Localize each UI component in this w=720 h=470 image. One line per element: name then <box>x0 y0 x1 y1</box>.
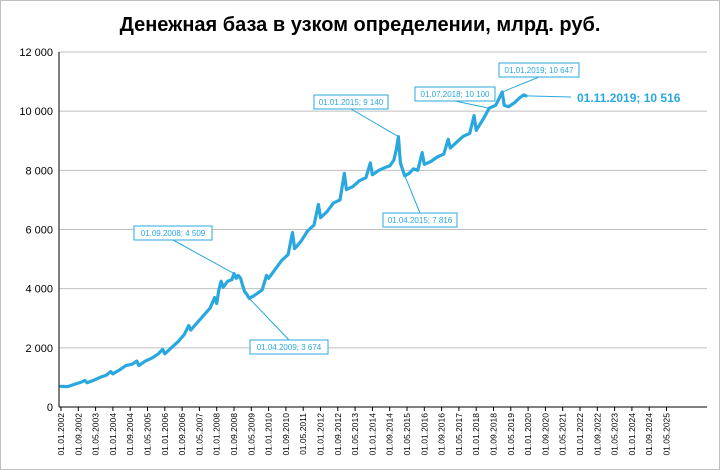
callout-label: 01.01.2015; 9 140 <box>319 98 384 107</box>
x-tick-label: 01.01.2020 <box>523 413 533 456</box>
callout: 01.11.2019; 10 516 <box>526 91 681 105</box>
callout-label: 01.01.2019; 10 647 <box>505 66 575 75</box>
x-tick-label: 01.01.2012 <box>316 413 326 456</box>
callout-box <box>249 339 329 355</box>
x-tick-label: 01.09.2008 <box>229 413 239 456</box>
annotation-layer: 01.09.2008; 4 509 01.04.2009; 3 674 01.01.… <box>133 62 681 355</box>
callout: 01.04.2009; 3 674 <box>248 297 329 355</box>
x-tick-label: 01.05.2011 <box>298 413 308 455</box>
x-tick-label: 01.05.2005 <box>143 413 153 456</box>
callout-label: 01.04.2015; 7 816 <box>388 216 453 225</box>
x-tick-label: 01.09.2022 <box>592 413 602 456</box>
x-tick-label: 01.01.2014 <box>367 413 377 456</box>
callout-label: 01.04.2009; 3 674 <box>257 343 322 352</box>
x-tick-label: 01.01.2010 <box>264 413 274 456</box>
x-tick-label: 01.09.2018 <box>489 413 499 456</box>
callout-box <box>313 94 389 110</box>
x-tick-label: 01.09.2012 <box>333 413 343 456</box>
x-tick-label: 01.01.2018 <box>471 413 481 456</box>
y-tick-label: 8 000 <box>25 165 53 177</box>
callout-leader <box>350 108 399 138</box>
callout-label: 01.11.2019; 10 516 <box>577 91 681 105</box>
x-tick-label: 01.05.2017 <box>454 413 464 456</box>
callout: 01.01.2015; 9 140 <box>313 94 399 138</box>
axis-layer: 0 2 000 4 000 6 000 8 000 10 000 12 000 01.01.2… <box>19 47 707 456</box>
callout-box <box>498 62 580 78</box>
callout-leader <box>404 175 421 214</box>
callout-label: 01.09.2008; 4 509 <box>141 229 206 238</box>
y-tick-label: 0 <box>47 402 53 414</box>
x-tick-label: 01.05.2009 <box>246 413 256 456</box>
callout-box <box>133 225 213 241</box>
x-tick-label: 01.09.2014 <box>385 413 395 456</box>
x-tick-label: 01.09.2004 <box>125 413 135 456</box>
callout-leader <box>501 76 540 93</box>
y-tick-label: 4 000 <box>25 284 53 296</box>
x-tick-label: 01.05.2019 <box>506 413 516 456</box>
series-layer <box>59 90 528 389</box>
callout-leader <box>248 297 290 341</box>
chart-title: Денежная база в узком определении, млрд.… <box>120 14 601 36</box>
x-tick-label: 01.01.2024 <box>627 413 637 456</box>
x-tick-label: 01.05.2025 <box>662 413 672 456</box>
callout: 01.07.2018; 10 100 <box>414 86 496 109</box>
callout-box <box>382 212 458 228</box>
callout: 01.04.2015; 7 816 <box>382 175 458 228</box>
x-tick-label: 01.09.2024 <box>644 413 654 456</box>
y-tick-label: 12 000 <box>19 47 53 59</box>
x-tick-label: 01.05.2021 <box>558 413 568 456</box>
x-tick-label: 01.01.2004 <box>108 413 118 456</box>
y-tick-label: 2 000 <box>25 343 53 355</box>
callout: 01.01.2019; 10 647 <box>498 62 580 93</box>
x-tick-label: 01.05.2023 <box>610 413 620 456</box>
callout-leader <box>172 239 235 275</box>
y-tick-label: 10 000 <box>19 106 53 118</box>
x-tick-label: 01.05.2015 <box>402 413 412 456</box>
x-tick-label: 01.09.2006 <box>177 413 187 456</box>
x-tick-label: 01.01.2016 <box>419 413 429 456</box>
callout-leader <box>454 100 490 109</box>
x-tick-label: 01.01.2002 <box>56 413 66 456</box>
callout: 01.09.2008; 4 509 <box>133 225 235 275</box>
x-tick-label: 01.09.2010 <box>281 413 291 456</box>
callout-label: 01.07.2018; 10 100 <box>421 90 491 99</box>
x-tick-label: 01.05.2003 <box>91 413 101 456</box>
x-tick-label: 01.09.2002 <box>73 413 83 456</box>
x-tick-label: 01.01.2006 <box>160 413 170 456</box>
x-tick-label: 01.05.2007 <box>194 413 204 456</box>
series-line <box>59 90 528 389</box>
callout-leader <box>526 95 572 98</box>
x-tick-label: 01.09.2016 <box>437 413 447 456</box>
y-tick-label: 6 000 <box>25 225 53 237</box>
callout-box <box>414 86 496 102</box>
x-tick-label: 01.05.2013 <box>350 413 360 456</box>
x-tick-label: 01.01.2022 <box>575 413 585 456</box>
x-tick-label: 01.01.2008 <box>212 413 222 456</box>
x-tick-label: 01.09.2020 <box>540 413 550 456</box>
